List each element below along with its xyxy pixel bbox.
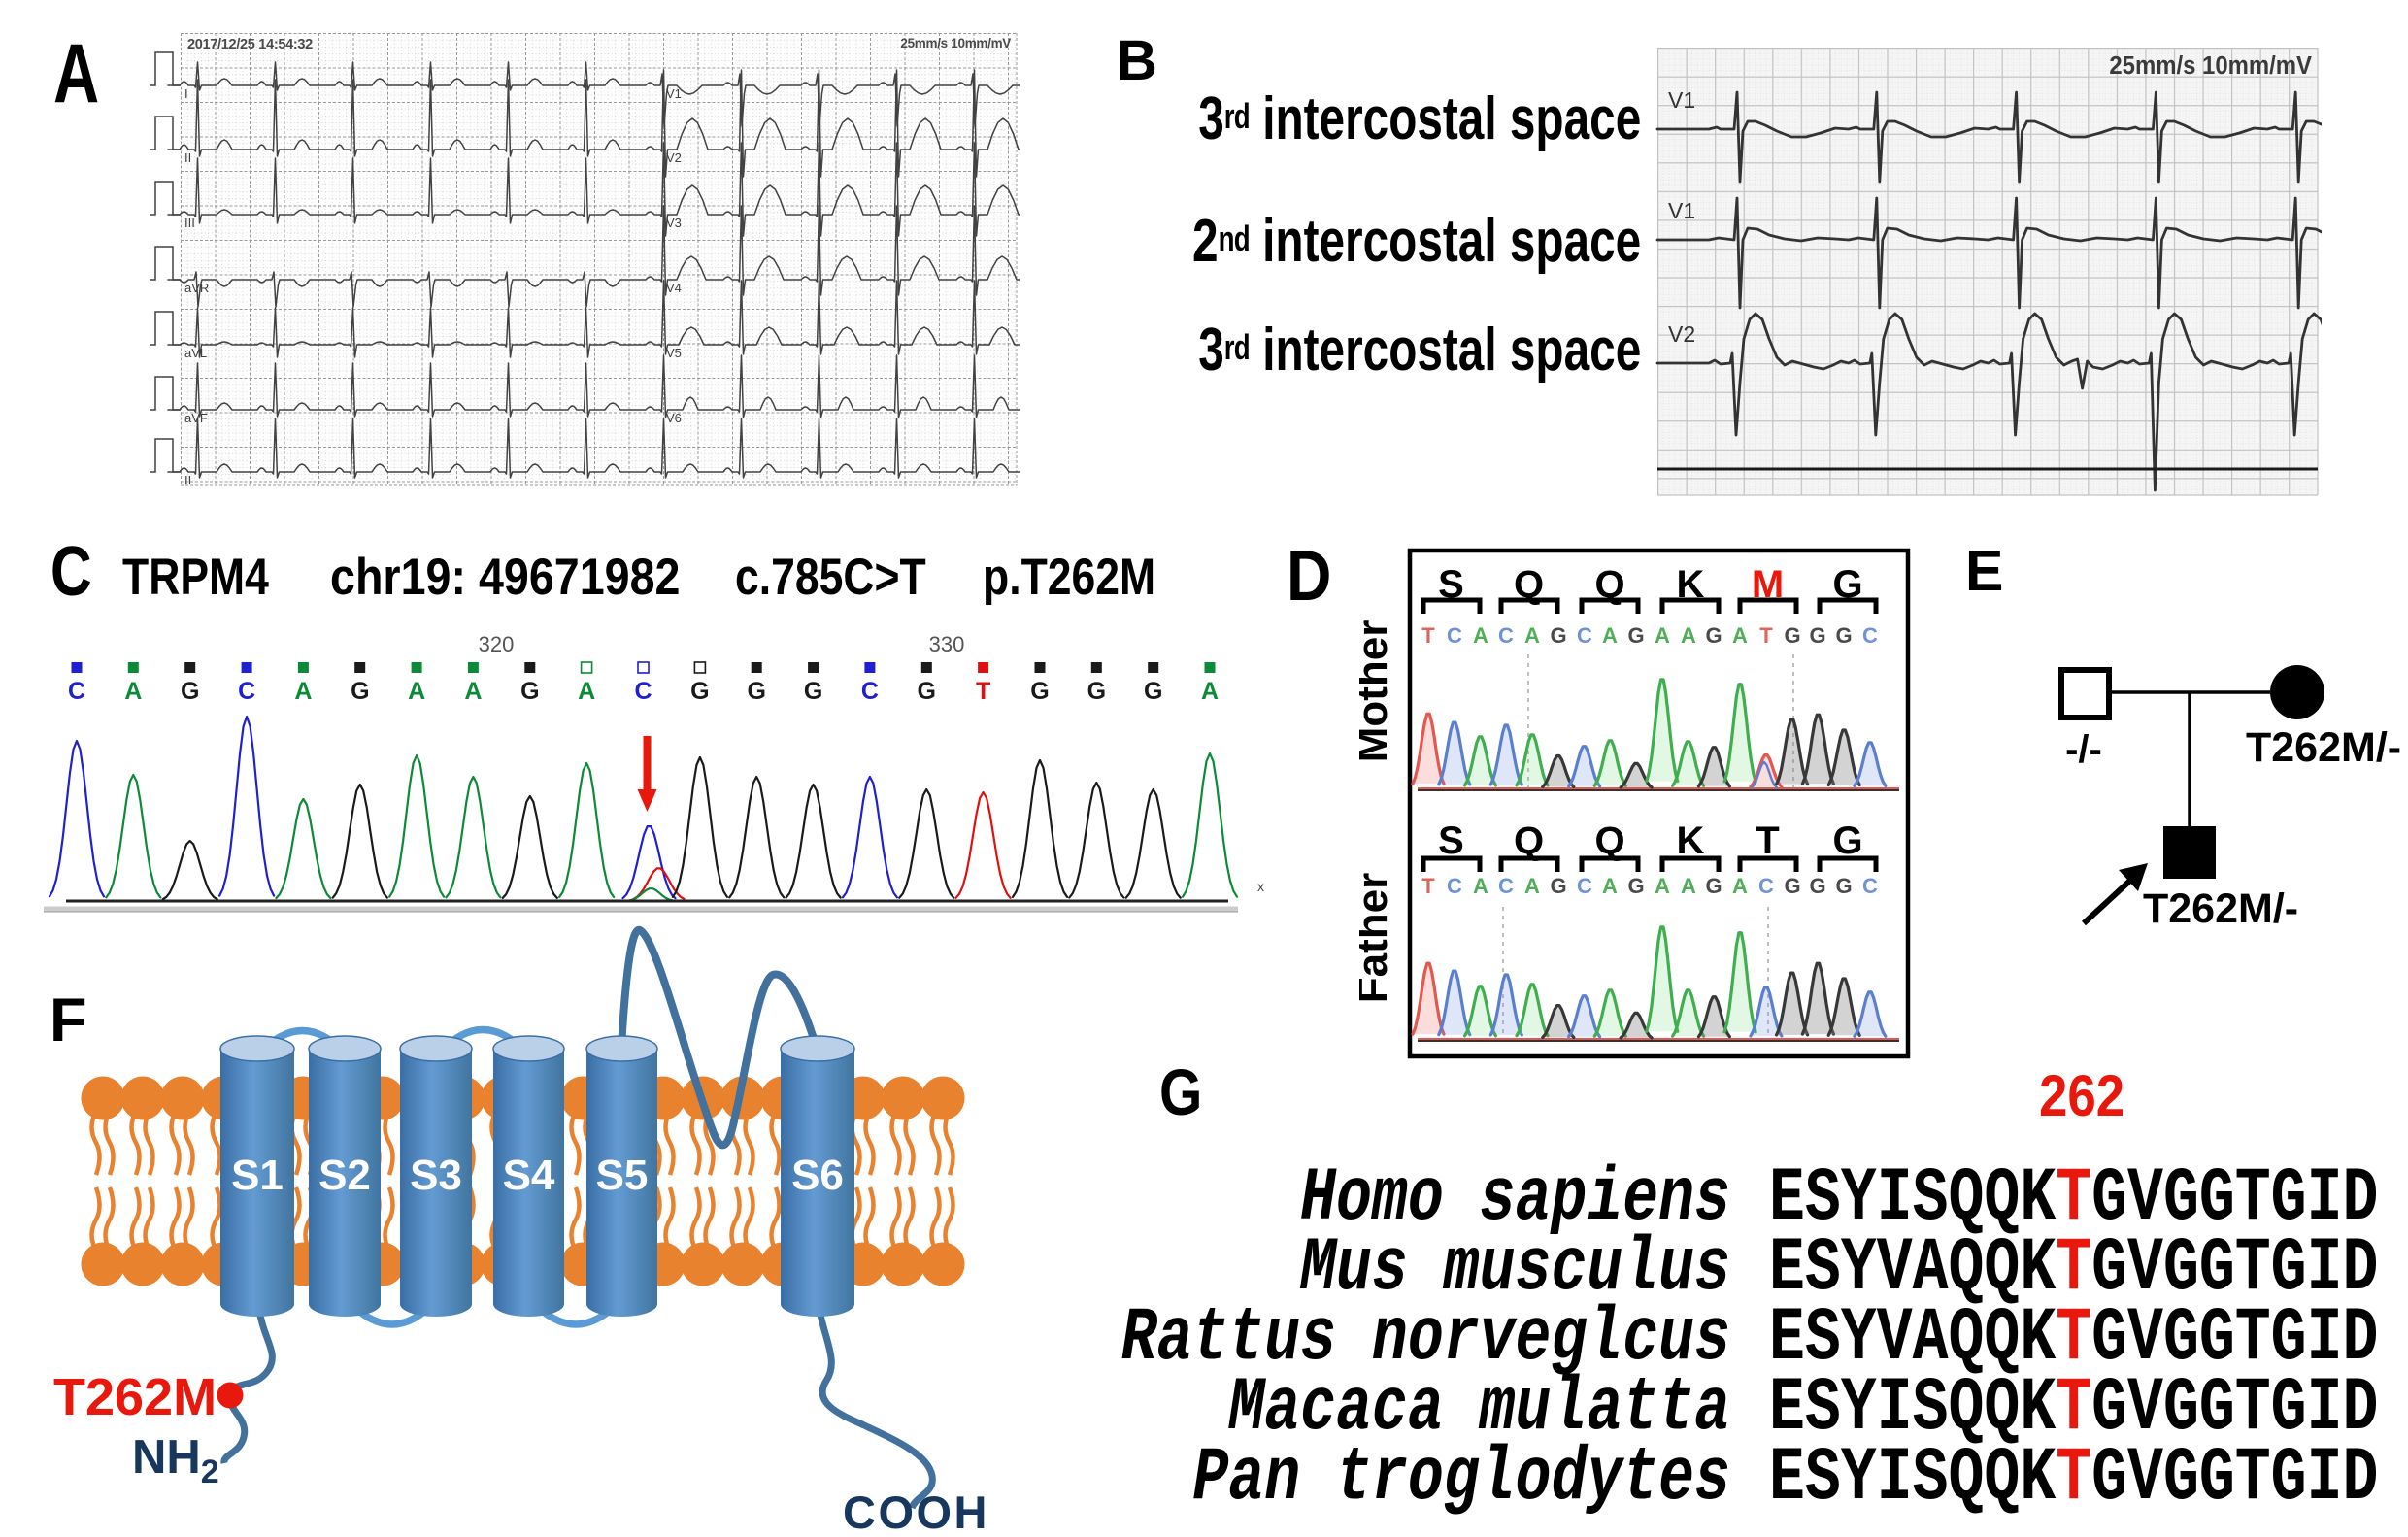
svg-text:G: G (1784, 623, 1800, 648)
svg-text:G: G (1030, 678, 1049, 705)
svg-text:T: T (1421, 623, 1435, 648)
svg-text:G: G (1809, 874, 1825, 898)
svg-text:C: C (1498, 874, 1514, 898)
svg-text:Mother: Mother (1359, 620, 1396, 763)
svg-text:A: A (1602, 874, 1618, 898)
svg-text:II: II (184, 473, 191, 487)
svg-text:G: G (1550, 623, 1566, 648)
svg-text:A: A (1524, 874, 1540, 898)
svg-text:C: C (1758, 874, 1774, 898)
svg-text:G: G (747, 678, 765, 705)
svg-text:G: G (1835, 874, 1852, 898)
svg-text:A: A (1681, 874, 1696, 898)
svg-text:Q: Q (1594, 819, 1624, 862)
svg-text:G: G (1705, 874, 1722, 898)
svg-text:V2: V2 (1668, 321, 1695, 347)
svg-text:T: T (976, 678, 990, 705)
svg-text:III: III (184, 216, 195, 230)
svg-text:G: G (351, 678, 369, 705)
svg-text:2017/12/25 14:54:32: 2017/12/25 14:54:32 (187, 37, 313, 52)
svg-text:I: I (184, 86, 188, 101)
svg-text:T: T (1421, 874, 1435, 898)
svg-text:A: A (1473, 623, 1488, 648)
svg-text:A: A (578, 678, 595, 705)
svg-text:V2: V2 (666, 150, 682, 165)
svg-text:G: G (1835, 623, 1852, 648)
svg-text:G: G (1784, 874, 1800, 898)
svg-text:C: C (1447, 623, 1462, 648)
svg-text:S: S (1438, 819, 1464, 862)
svg-text:A: A (1655, 623, 1670, 648)
svg-text:A: A (1681, 623, 1696, 648)
svg-text:S1: S1 (231, 1152, 284, 1199)
svg-text:G: G (1550, 874, 1566, 898)
svg-text:V5: V5 (666, 346, 682, 360)
svg-text:C: C (1498, 623, 1514, 648)
svg-text:S4: S4 (503, 1152, 555, 1199)
svg-text:V1: V1 (1668, 198, 1695, 223)
svg-text:S2: S2 (318, 1152, 371, 1199)
svg-text:G: G (1144, 678, 1162, 705)
svg-text:A: A (1524, 623, 1540, 648)
svg-text:V4: V4 (666, 281, 682, 295)
svg-text:A: A (1201, 678, 1219, 705)
svg-text:C: C (238, 678, 255, 705)
svg-text:C: C (861, 678, 879, 705)
svg-text:A: A (1732, 623, 1748, 648)
svg-text:25mm/s 10mm/mV: 25mm/s 10mm/mV (2109, 51, 2312, 80)
svg-text:aVF: aVF (184, 411, 208, 425)
svg-text:C: C (634, 678, 652, 705)
svg-text:G: G (1832, 819, 1862, 862)
svg-text:T: T (1756, 819, 1779, 862)
svg-text:320: 320 (479, 632, 515, 656)
svg-text:A: A (1732, 874, 1748, 898)
svg-text:A: A (408, 678, 425, 705)
svg-text:A: A (294, 678, 312, 705)
svg-text:K: K (1677, 819, 1705, 862)
svg-text:V1: V1 (1668, 87, 1695, 113)
svg-text:Q: Q (1514, 819, 1544, 862)
svg-text:G: G (181, 678, 199, 705)
svg-text:25mm/s 10mm/mV: 25mm/s 10mm/mV (900, 36, 1011, 50)
svg-text:C: C (1862, 623, 1878, 648)
svg-text:G: G (917, 678, 935, 705)
svg-text:V3: V3 (666, 216, 682, 230)
svg-text:S3: S3 (410, 1152, 462, 1199)
svg-text:G: G (520, 678, 539, 705)
svg-text:V1: V1 (666, 86, 682, 101)
svg-text:A: A (1602, 623, 1618, 648)
svg-text:aVR: aVR (184, 281, 209, 295)
svg-text:G: G (1627, 623, 1644, 648)
svg-text:G: G (1809, 623, 1825, 648)
svg-text:A: A (124, 678, 142, 705)
svg-text:aVL: aVL (184, 346, 207, 360)
svg-text:A: A (1473, 874, 1488, 898)
svg-text:T: T (1759, 623, 1773, 648)
svg-text:x: x (1257, 879, 1264, 894)
svg-text:C: C (1577, 623, 1592, 648)
svg-text:G: G (1087, 678, 1106, 705)
svg-text:C: C (1577, 874, 1592, 898)
svg-text:A: A (464, 678, 482, 705)
svg-text:C: C (1447, 874, 1462, 898)
svg-text:G: G (690, 678, 709, 705)
svg-text:II: II (184, 150, 191, 165)
svg-text:Father: Father (1359, 873, 1396, 1003)
svg-text:G: G (804, 678, 822, 705)
svg-text:A: A (1655, 874, 1670, 898)
svg-text:C: C (1862, 874, 1878, 898)
svg-text:G: G (1627, 874, 1644, 898)
svg-text:C: C (68, 678, 85, 705)
svg-text:S5: S5 (596, 1152, 649, 1199)
svg-text:G: G (1705, 623, 1722, 648)
svg-text:S6: S6 (791, 1152, 844, 1199)
svg-text:330: 330 (929, 632, 965, 656)
svg-text:V6: V6 (666, 411, 682, 425)
